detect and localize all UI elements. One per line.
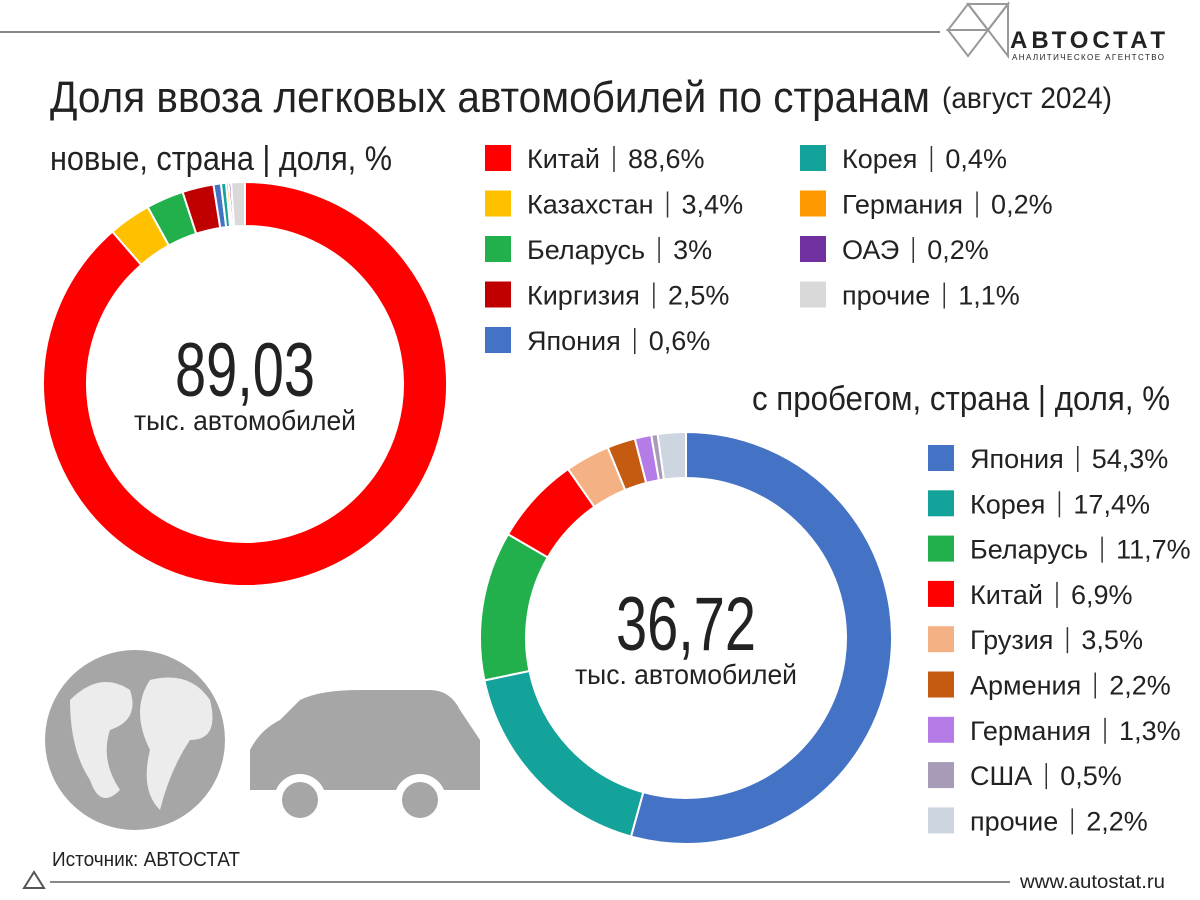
car-icon	[250, 690, 480, 826]
legend-label: Китай	[970, 580, 1043, 610]
legend-swatch	[485, 145, 511, 171]
legend-label: США	[970, 761, 1032, 791]
legend-value: 2,2%	[1086, 806, 1148, 836]
footer-icon	[22, 870, 46, 889]
legend-swatch	[928, 671, 954, 698]
legend-swatch	[928, 807, 954, 834]
legend-swatch	[928, 535, 954, 562]
legend-swatch	[928, 490, 954, 517]
legend-swatch	[485, 236, 511, 262]
legend-value: 11,7%	[1116, 535, 1191, 565]
center-total: 36,72	[616, 582, 756, 667]
legend-value: 17,4%	[1073, 489, 1150, 519]
legend-value: 88,6%	[628, 144, 705, 174]
legend-value: 6,9%	[1071, 580, 1133, 610]
legend-label: ОАЭ	[842, 235, 899, 265]
legend-swatch	[485, 327, 511, 353]
url: www.autostat.ru	[1019, 872, 1165, 893]
legend-label: Грузия	[970, 625, 1053, 655]
legend-value: 0,2%	[991, 190, 1053, 220]
legend-swatch	[928, 580, 954, 607]
center-unit: тыс. автомобилей	[575, 659, 797, 690]
legend-label: Германия	[970, 716, 1091, 746]
logo-subtitle: АНАЛИТИЧЕСКОЕ АГЕНТСТВО	[1012, 53, 1164, 62]
legend-value: 3,5%	[1081, 625, 1143, 655]
legend-label: Казахстан	[527, 190, 654, 220]
legend-value: 0,4%	[945, 144, 1007, 174]
legend-value: 0,5%	[1060, 761, 1122, 791]
legend-value: 0,2%	[927, 235, 989, 265]
legend-value: 0,6%	[649, 326, 711, 356]
legend-value: 2,2%	[1109, 671, 1171, 701]
legend-swatch	[800, 236, 826, 262]
chart-subtitle: с пробегом, страна | доля, %	[752, 380, 1170, 418]
legend-swatch	[485, 281, 511, 308]
legend-swatch	[928, 762, 954, 789]
period: (август 2024)	[942, 82, 1112, 115]
legend-label: Китай	[527, 144, 600, 174]
legend-label: прочие	[970, 806, 1058, 836]
legend-label: Корея	[842, 144, 917, 174]
chart-subtitle: новые, страна | доля, %	[50, 140, 392, 178]
legend-label: Киргизия	[527, 281, 640, 311]
legend-value: 1,1%	[958, 281, 1020, 311]
logo-icon	[945, 1, 1011, 59]
legend-swatch	[800, 281, 826, 308]
slice	[656, 430, 687, 481]
logo-text: АВТОСТАТ	[1010, 27, 1165, 54]
legend-swatch	[800, 145, 826, 171]
globe-icon	[45, 650, 225, 830]
legend-value: 3%	[673, 235, 712, 265]
legend-value: 3,4%	[682, 190, 744, 220]
legend-label: Беларусь	[970, 535, 1088, 565]
legend-swatch	[928, 445, 954, 471]
legend-label: Япония	[970, 444, 1064, 474]
legend-swatch	[928, 716, 954, 743]
legend-value: 54,3%	[1092, 444, 1169, 474]
legend-value: 1,3%	[1119, 716, 1181, 746]
source: Источник: АВТОСТАТ	[52, 849, 240, 871]
legend-value: 2,5%	[668, 281, 730, 311]
slice	[629, 430, 893, 845]
legend-swatch	[485, 190, 511, 217]
slice	[42, 180, 448, 587]
legend-label: прочие	[842, 281, 930, 311]
legend-label: Беларусь	[527, 235, 645, 265]
legend-swatch	[800, 190, 826, 217]
center-unit: тыс. автомобилей	[134, 405, 356, 436]
legend-label: Армения	[970, 671, 1081, 701]
legend-label: Корея	[970, 489, 1045, 519]
slice	[229, 180, 246, 228]
legend-swatch	[928, 626, 954, 653]
legend-label: Германия	[842, 190, 963, 220]
center-total: 89,03	[175, 328, 315, 413]
title: Доля ввоза легковых автомобилей по стран…	[50, 73, 930, 122]
legend-label: Япония	[527, 326, 621, 356]
